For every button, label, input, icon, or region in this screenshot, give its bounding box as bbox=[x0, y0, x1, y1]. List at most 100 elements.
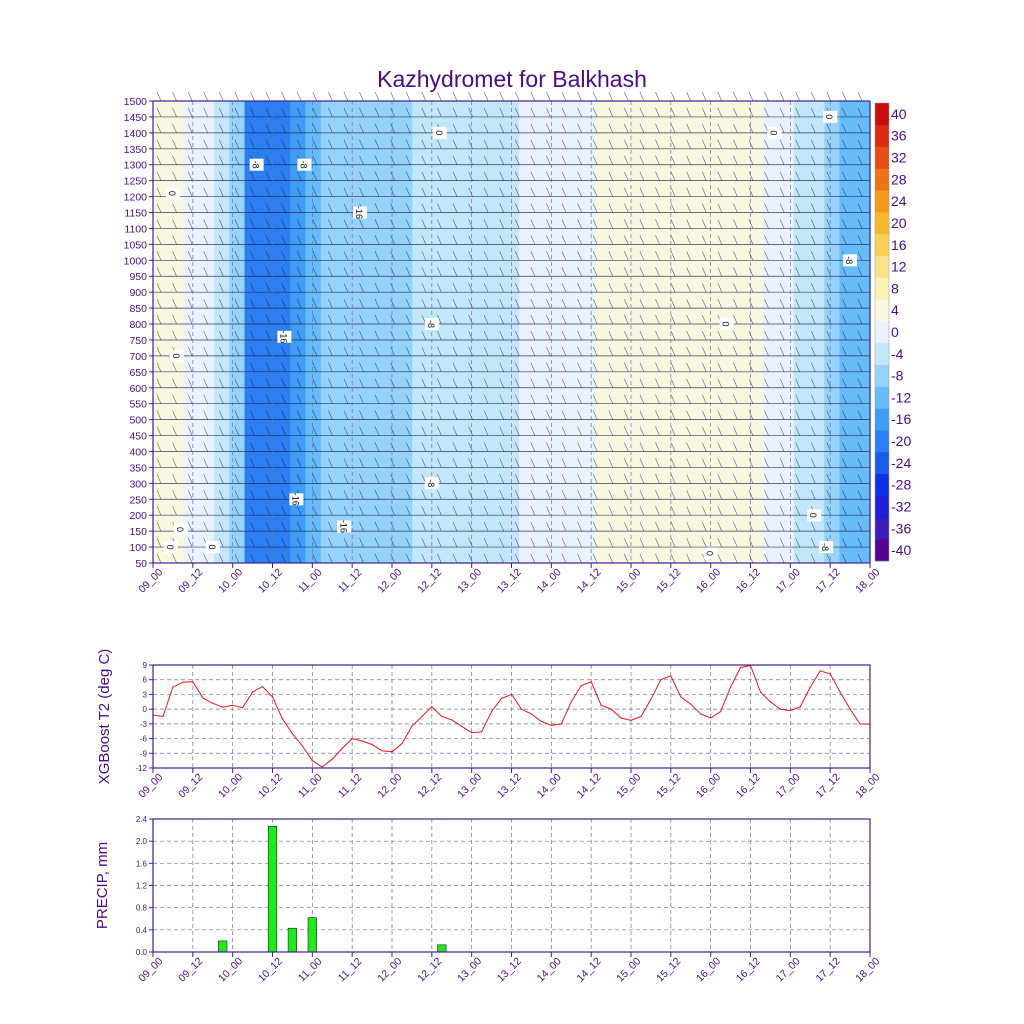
t2-point bbox=[779, 708, 782, 710]
wind-barb bbox=[546, 155, 551, 165]
wind-barb bbox=[686, 474, 691, 484]
wind-barb bbox=[748, 235, 754, 245]
colorbar-frame bbox=[874, 102, 890, 562]
wind-barb bbox=[234, 155, 240, 165]
t2-point bbox=[261, 686, 264, 688]
wind-barb bbox=[468, 506, 473, 516]
wind-barb bbox=[374, 139, 380, 149]
wind-barb bbox=[608, 426, 614, 436]
contour-label-box bbox=[819, 541, 834, 554]
wind-barb bbox=[203, 139, 209, 149]
wind-barb bbox=[156, 490, 162, 500]
contour-label: -16 bbox=[354, 206, 364, 219]
wind-barb bbox=[779, 506, 785, 516]
wind-barb bbox=[437, 490, 442, 500]
wind-barb bbox=[359, 267, 364, 277]
wind-barb bbox=[234, 298, 240, 309]
t2-point bbox=[351, 738, 353, 740]
cross-section-cell bbox=[488, 101, 505, 563]
colorbar-swatch bbox=[875, 321, 889, 344]
wind-barb bbox=[655, 346, 660, 357]
wind-barb bbox=[826, 139, 832, 149]
cross-section-cell bbox=[381, 101, 398, 563]
wind-barb bbox=[328, 171, 333, 181]
wind-barb bbox=[530, 426, 536, 436]
wind-barb bbox=[343, 458, 349, 468]
wind-barb bbox=[639, 314, 645, 325]
wind-barb bbox=[842, 506, 847, 516]
wind-barb bbox=[374, 267, 380, 277]
wind-barb bbox=[748, 346, 754, 357]
contour-label-box bbox=[703, 547, 718, 560]
wind-barb bbox=[608, 155, 614, 165]
wind-barb bbox=[811, 346, 816, 357]
wind-barb bbox=[795, 91, 800, 102]
wind-barb bbox=[359, 219, 364, 229]
y-tick-label: 100 bbox=[129, 542, 147, 554]
wind-barb bbox=[234, 314, 240, 325]
wind-barb bbox=[842, 362, 847, 372]
t2-point bbox=[640, 715, 642, 718]
wind-barb bbox=[655, 394, 660, 404]
wind-barb bbox=[172, 442, 177, 452]
wind-barb bbox=[639, 219, 645, 229]
wind-barb bbox=[842, 537, 847, 548]
wind-barb bbox=[701, 235, 707, 245]
wind-barb bbox=[437, 426, 442, 436]
wind-barb bbox=[655, 426, 660, 436]
wind-barb bbox=[592, 187, 598, 197]
x-tick-label: 15_12 bbox=[654, 566, 683, 595]
wind-barb bbox=[546, 267, 551, 277]
wind-barb bbox=[639, 203, 645, 213]
wind-barb bbox=[624, 442, 629, 452]
wind-barb bbox=[546, 203, 551, 213]
cross-section-cell bbox=[519, 101, 535, 563]
t2-x-tick-label: 10_00 bbox=[216, 771, 245, 800]
contour-label-box bbox=[205, 541, 220, 554]
wind-barb bbox=[187, 139, 193, 149]
wind-barb bbox=[686, 314, 691, 325]
wind-barb bbox=[359, 187, 364, 197]
cross-section-cell bbox=[702, 101, 719, 563]
wind-barb bbox=[842, 330, 847, 341]
wind-barb bbox=[764, 330, 769, 341]
wind-barb bbox=[265, 442, 271, 452]
contour-label: -16 bbox=[278, 330, 288, 343]
contour-label: 0 bbox=[705, 551, 715, 556]
wind-barb bbox=[655, 139, 660, 149]
wind-barb bbox=[795, 314, 800, 325]
wind-barb bbox=[608, 251, 614, 261]
wind-barb bbox=[748, 378, 754, 388]
wind-barb bbox=[265, 426, 271, 436]
wind-barb bbox=[483, 107, 489, 118]
wind-barb bbox=[499, 91, 504, 102]
wind-barb bbox=[437, 187, 442, 197]
wind-barb bbox=[733, 203, 738, 213]
wind-barb bbox=[515, 107, 520, 118]
cross-section-cell bbox=[625, 101, 642, 563]
wind-barb bbox=[733, 362, 738, 372]
wind-barb bbox=[733, 442, 738, 452]
x-tick-label: 16_12 bbox=[734, 566, 763, 595]
precip-bar bbox=[267, 825, 278, 953]
wind-barb bbox=[826, 330, 832, 341]
wind-barb bbox=[172, 490, 177, 500]
precip-y-axis-label: PRECIP, mm bbox=[94, 842, 111, 929]
wind-barb bbox=[624, 203, 629, 213]
wind-barb bbox=[717, 537, 723, 548]
y-tick-label: 1500 bbox=[124, 96, 148, 108]
wind-barb bbox=[546, 410, 551, 420]
wind-barb bbox=[187, 203, 193, 213]
wind-barb bbox=[265, 171, 271, 181]
wind-barb bbox=[826, 490, 832, 500]
wind-barb bbox=[250, 203, 255, 213]
wind-barb bbox=[577, 107, 582, 118]
wind-barb bbox=[483, 490, 489, 500]
wind-barb bbox=[530, 219, 536, 229]
wind-barb bbox=[405, 426, 411, 436]
wind-barb bbox=[857, 410, 863, 420]
t2-point bbox=[819, 670, 821, 672]
wind-barb bbox=[219, 107, 224, 118]
wind-barb bbox=[546, 394, 551, 404]
wind-barb bbox=[421, 362, 427, 372]
